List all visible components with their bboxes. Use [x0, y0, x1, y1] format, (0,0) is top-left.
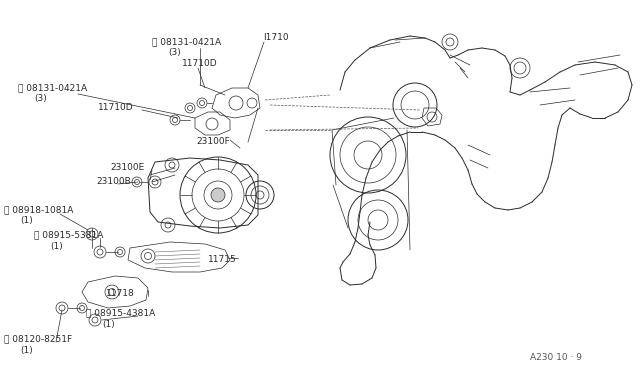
Text: (3): (3) [34, 94, 47, 103]
Text: Ⓝ 08918-1081A: Ⓝ 08918-1081A [4, 205, 74, 215]
Text: 11715: 11715 [208, 256, 237, 264]
Text: A230 10 · 9: A230 10 · 9 [530, 353, 582, 362]
Text: Ⓠ 08915-5381A: Ⓠ 08915-5381A [34, 231, 104, 240]
Text: 11710D: 11710D [182, 60, 218, 68]
Text: 23100F: 23100F [196, 137, 230, 145]
Text: (1): (1) [20, 346, 33, 355]
Circle shape [211, 188, 225, 202]
Text: I1710: I1710 [263, 33, 289, 42]
Text: Ⓑ 08131-0421A: Ⓑ 08131-0421A [152, 38, 221, 46]
Text: Ⓑ 08120-8251F: Ⓑ 08120-8251F [4, 334, 72, 343]
Text: Ⓑ 08131-0421A: Ⓑ 08131-0421A [18, 83, 87, 93]
Text: 11718: 11718 [106, 289, 135, 298]
Text: 11710D: 11710D [98, 103, 134, 112]
Text: (1): (1) [20, 217, 33, 225]
Text: Ⓠ 08915-4381A: Ⓠ 08915-4381A [86, 308, 156, 317]
Text: (3): (3) [168, 48, 180, 58]
Text: (1): (1) [50, 241, 63, 250]
Text: 23100E: 23100E [110, 164, 144, 173]
Text: 23100B: 23100B [96, 176, 131, 186]
Text: (1): (1) [102, 320, 115, 328]
